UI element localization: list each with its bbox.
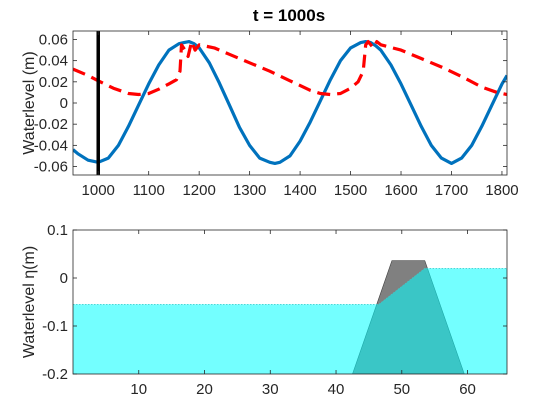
chart-title: t = 1000s — [253, 6, 325, 25]
x-tick-label: 60 — [459, 381, 476, 398]
water-area — [73, 268, 507, 374]
y-tick-label: 0.02 — [39, 74, 68, 91]
x-tick-label: 1600 — [384, 182, 417, 199]
top-ticks: 1000 1100 1200 1300 1400 1500 1600 1700 1800 -0.0… — [34, 31, 519, 199]
x-tick-label: 1400 — [283, 182, 316, 199]
y-tick-label: -0.02 — [34, 116, 68, 133]
dashed-series-line — [73, 39, 507, 97]
x-tick-label: 1800 — [485, 182, 518, 199]
bottom-waterlevel-profile-chart: 10 20 30 40 50 60 -0.2 -0.1 0 0.1 Waterlevel η(m) — [21, 222, 508, 398]
x-tick-label: 1500 — [334, 182, 367, 199]
water-surface-line — [73, 267, 507, 305]
top-series-group — [73, 31, 507, 175]
x-tick-label: 30 — [262, 381, 279, 398]
x-tick-label: 20 — [196, 381, 213, 398]
solid-series-line — [73, 39, 507, 165]
y-tick-label: -0.2 — [42, 366, 68, 383]
bottom-plot-area — [73, 260, 507, 374]
bottom-shapes-group — [73, 260, 507, 374]
x-tick-label: 10 — [130, 381, 147, 398]
x-tick-label: 40 — [328, 381, 345, 398]
y-tick-label: 0.04 — [39, 53, 68, 70]
x-tick-label: 1300 — [233, 182, 266, 199]
y-tick-label: -0.06 — [34, 159, 68, 176]
x-tick-label: 1000 — [82, 182, 115, 199]
bottom-ticks: 10 20 30 40 50 60 -0.2 -0.1 0 0.1 — [42, 222, 507, 398]
x-tick-label: 1100 — [133, 182, 165, 199]
top-plot-area — [73, 31, 507, 175]
y-tick-label: 0 — [60, 95, 68, 112]
x-tick-label: 1200 — [182, 182, 215, 199]
y-tick-label: 0.1 — [47, 222, 68, 239]
top-waterlevel-timeseries-chart: t = 1000s 1000 1100 1200 1300 1400 1500 1600 17… — [21, 6, 519, 199]
y-tick-label: 0.06 — [39, 31, 68, 48]
y-tick-label: -0.04 — [34, 137, 68, 154]
x-tick-label: 1700 — [435, 182, 468, 199]
bottom-axes-box — [72, 229, 508, 375]
x-tick-label: 50 — [393, 381, 410, 398]
bottom-y-axis-label: Waterlevel η(m) — [21, 246, 38, 358]
y-tick-label: -0.1 — [42, 318, 68, 335]
top-y-axis-label: Waterlevel (m) — [21, 51, 38, 154]
y-tick-label: 0 — [60, 270, 68, 287]
